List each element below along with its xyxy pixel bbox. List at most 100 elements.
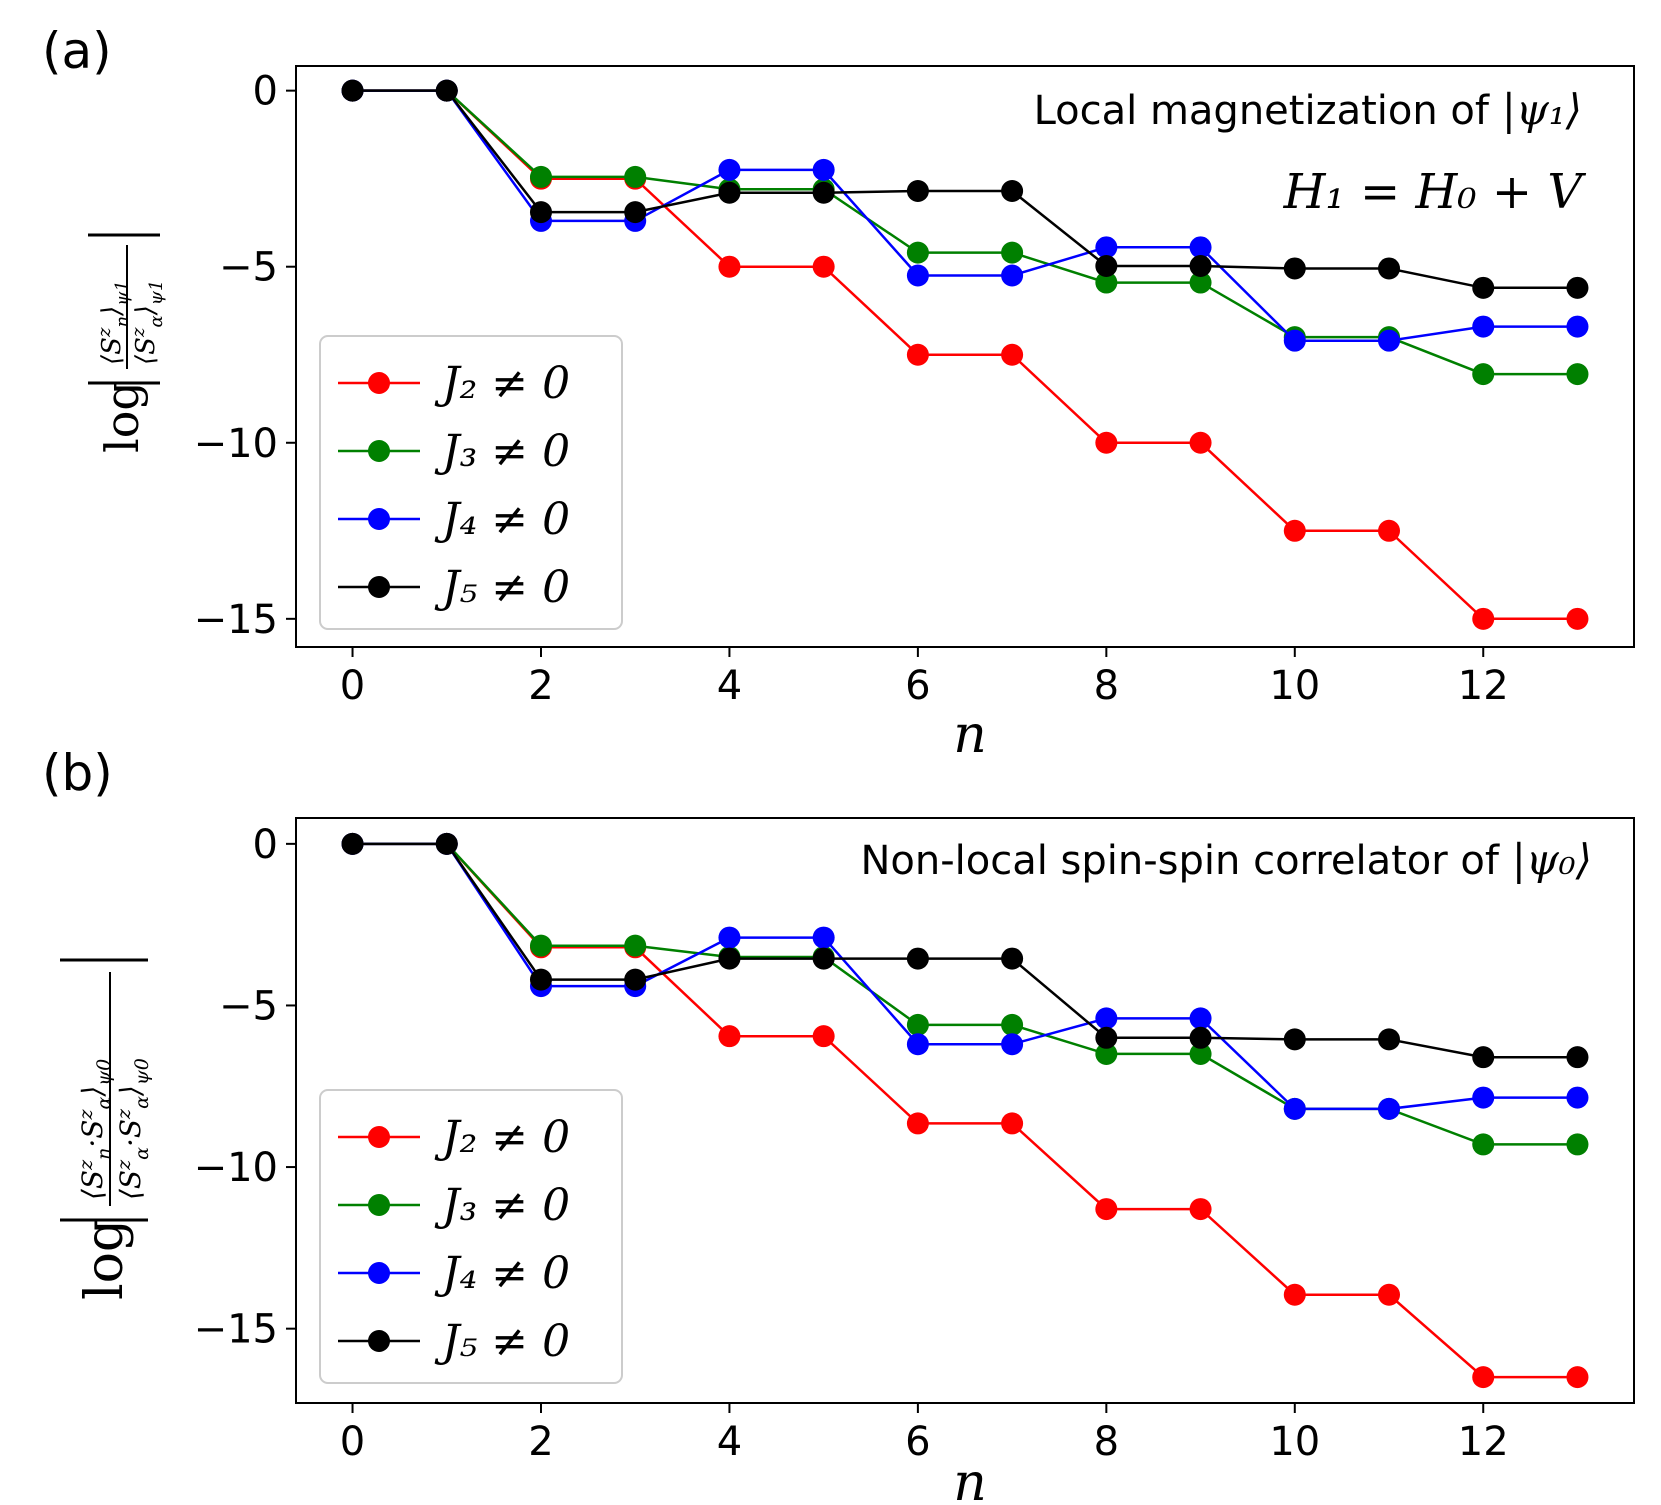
data-point xyxy=(906,343,929,366)
data-point xyxy=(1001,180,1024,203)
data-point xyxy=(906,241,929,264)
panel-a-ylabel: log ⟨Szn⟩ψ1 ⟨Szα⟩ψ1 xyxy=(88,233,167,453)
svg-text:Local magnetization of |ψ₁⟩: Local magnetization of |ψ₁⟩ xyxy=(1034,85,1582,134)
x-tick-label: 4 xyxy=(717,1419,742,1465)
data-point xyxy=(1283,1028,1306,1051)
data-point xyxy=(812,158,835,181)
data-point xyxy=(529,934,552,957)
data-point xyxy=(718,181,741,204)
data-point xyxy=(718,255,741,278)
data-point xyxy=(1095,255,1118,278)
data-point xyxy=(906,1033,929,1056)
data-point xyxy=(1566,315,1589,338)
legend-entry: J₂ ≠ 0 xyxy=(338,358,570,409)
legend-marker xyxy=(368,440,390,462)
series-line xyxy=(352,89,1578,290)
panel-b-annotation: Non-local spin-spin correlator of |ψ₀⟩ xyxy=(860,835,1592,884)
x-tick-label: 6 xyxy=(905,663,930,709)
data-point xyxy=(435,79,458,102)
legend-label: J₃ ≠ 0 xyxy=(434,1180,570,1231)
data-point xyxy=(1189,431,1212,454)
panel-b-annotation-math: |ψ₀⟩ xyxy=(1512,835,1592,884)
data-point xyxy=(1001,343,1024,366)
data-point xyxy=(906,180,929,203)
data-point xyxy=(1283,329,1306,352)
data-point xyxy=(1472,607,1495,630)
data-point xyxy=(1189,1026,1212,1049)
data-point xyxy=(1472,1086,1495,1109)
data-point xyxy=(341,79,364,102)
legend-entry: J₂ ≠ 0 xyxy=(338,1112,570,1163)
panel-a-x-ticks: 0 2 4 6 8 10 12 xyxy=(340,647,1509,709)
data-point xyxy=(624,165,647,188)
legend-entry: J₃ ≠ 0 xyxy=(338,1180,570,1231)
data-point xyxy=(1189,1198,1212,1221)
data-point xyxy=(529,165,552,188)
legend-label: J₂ ≠ 0 xyxy=(434,1112,570,1163)
series-line xyxy=(352,842,1578,1379)
panel-b-axes-frame xyxy=(295,817,1635,1404)
data-point xyxy=(906,947,929,970)
series-line xyxy=(352,89,1578,376)
y-tick-label: 0 xyxy=(253,822,278,868)
data-point xyxy=(1472,1046,1495,1069)
series-5 xyxy=(341,832,1589,1069)
x-tick-label: 0 xyxy=(340,1419,365,1465)
x-tick-label: 10 xyxy=(1269,663,1320,709)
x-tick-label: 10 xyxy=(1269,1419,1320,1465)
series-5 xyxy=(341,79,1589,299)
x-tick-label: 8 xyxy=(1094,663,1119,709)
data-point xyxy=(1566,1133,1589,1156)
data-point xyxy=(1095,1042,1118,1065)
data-point xyxy=(1095,236,1118,259)
svg-text:Non-local spin-spin correlator: Non-local spin-spin correlator of |ψ₀⟩ xyxy=(860,835,1592,884)
svg-text:⟨Szα·Szα⟩ψ0: ⟨Szα·Szα⟩ψ0 xyxy=(113,1058,153,1200)
data-point xyxy=(1378,519,1401,542)
legend-label: J₅ ≠ 0 xyxy=(434,562,570,613)
legend-marker xyxy=(368,1126,390,1148)
data-point xyxy=(435,832,458,855)
legend-marker xyxy=(368,1330,390,1352)
data-point xyxy=(341,832,364,855)
data-point xyxy=(624,968,647,991)
panel-a-legend-frame xyxy=(319,335,623,630)
data-point xyxy=(1189,271,1212,294)
panel-b-annotation-text: Non-local spin-spin correlator of xyxy=(860,838,1511,884)
data-point xyxy=(1566,363,1589,386)
panel-a-annotation-text: Local magnetization of xyxy=(1034,88,1502,134)
data-point xyxy=(1566,1046,1589,1069)
panel-a-axes-frame xyxy=(295,65,1635,648)
data-point xyxy=(812,1025,835,1048)
data-point xyxy=(529,201,552,224)
legend-label: J₄ ≠ 0 xyxy=(434,494,570,545)
panel-a-annotation: Local magnetization of |ψ₁⟩ H₁ = H₀ + V xyxy=(1034,85,1587,220)
data-point xyxy=(1378,257,1401,280)
panel-b-ylabel: log ⟨Szn·Szα⟩ψ0 ⟨Szα·Szα⟩ψ0 xyxy=(60,958,153,1300)
data-point xyxy=(812,947,835,970)
data-point xyxy=(1378,1028,1401,1051)
data-point xyxy=(1283,519,1306,542)
data-point xyxy=(1472,276,1495,299)
data-point xyxy=(529,968,552,991)
legend-marker xyxy=(368,1194,390,1216)
panel-a: (a) log ⟨Szn⟩ψ1 ⟨Szα⟩ψ1 0 −5 −10 −15 0 2 4 6 8 1… xyxy=(42,22,1635,765)
data-point xyxy=(1001,1013,1024,1036)
data-point xyxy=(1566,1366,1589,1389)
legend-entry: J₄ ≠ 0 xyxy=(338,494,570,545)
legend-entry: J₄ ≠ 0 xyxy=(338,1248,570,1299)
data-point xyxy=(1566,607,1589,630)
data-point xyxy=(624,201,647,224)
data-point xyxy=(1001,241,1024,264)
x-tick-label: 12 xyxy=(1458,1419,1509,1465)
panel-b-legend-frame xyxy=(319,1089,623,1384)
data-point xyxy=(1472,1133,1495,1156)
data-point xyxy=(1472,363,1495,386)
panel-b-label: (b) xyxy=(42,744,113,802)
series-line xyxy=(352,842,1578,1111)
x-tick-label: 0 xyxy=(340,663,365,709)
data-point xyxy=(812,255,835,278)
panel-b-series xyxy=(341,832,1589,1389)
data-point xyxy=(1095,1198,1118,1221)
panel-a-annotation-math: |ψ₁⟩ xyxy=(1502,85,1582,134)
x-tick-label: 6 xyxy=(905,1419,930,1465)
